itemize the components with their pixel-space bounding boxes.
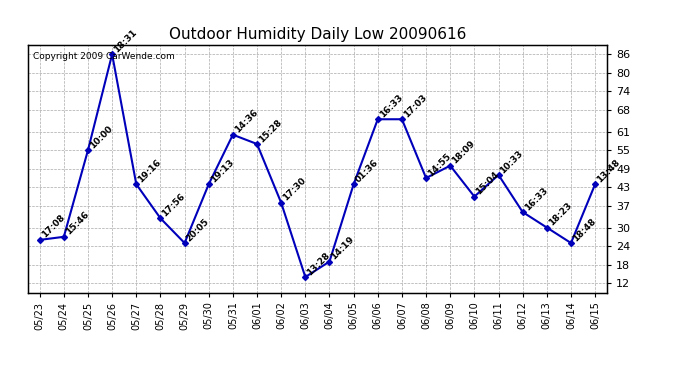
Text: 16:33: 16:33 — [378, 93, 404, 119]
Text: 18:09: 18:09 — [450, 139, 477, 166]
Text: Copyright 2009 CarWende.com: Copyright 2009 CarWende.com — [33, 53, 175, 62]
Text: 13:48: 13:48 — [595, 158, 622, 184]
Text: 10:33: 10:33 — [498, 148, 525, 175]
Text: 14:55: 14:55 — [426, 152, 453, 178]
Text: 14:36: 14:36 — [233, 108, 259, 135]
Text: 01:36: 01:36 — [353, 158, 380, 184]
Text: 16:33: 16:33 — [523, 186, 549, 212]
Text: 17:30: 17:30 — [282, 176, 308, 203]
Text: 19:16: 19:16 — [136, 158, 163, 184]
Text: 13:28: 13:28 — [305, 251, 332, 277]
Text: 18:31: 18:31 — [112, 28, 139, 54]
Text: 18:48: 18:48 — [571, 216, 598, 243]
Text: 17:08: 17:08 — [39, 213, 66, 240]
Text: 17:56: 17:56 — [160, 192, 187, 218]
Text: 19:13: 19:13 — [208, 158, 235, 184]
Text: 18:23: 18:23 — [546, 201, 573, 228]
Text: 20:05: 20:05 — [184, 217, 211, 243]
Text: 15:46: 15:46 — [63, 210, 90, 237]
Text: 14:19: 14:19 — [330, 235, 356, 262]
Text: 17:03: 17:03 — [402, 93, 428, 119]
Title: Outdoor Humidity Daily Low 20090616: Outdoor Humidity Daily Low 20090616 — [169, 27, 466, 42]
Text: 15:04: 15:04 — [475, 170, 501, 196]
Text: 10:00: 10:00 — [88, 124, 115, 150]
Text: 15:28: 15:28 — [257, 117, 284, 144]
